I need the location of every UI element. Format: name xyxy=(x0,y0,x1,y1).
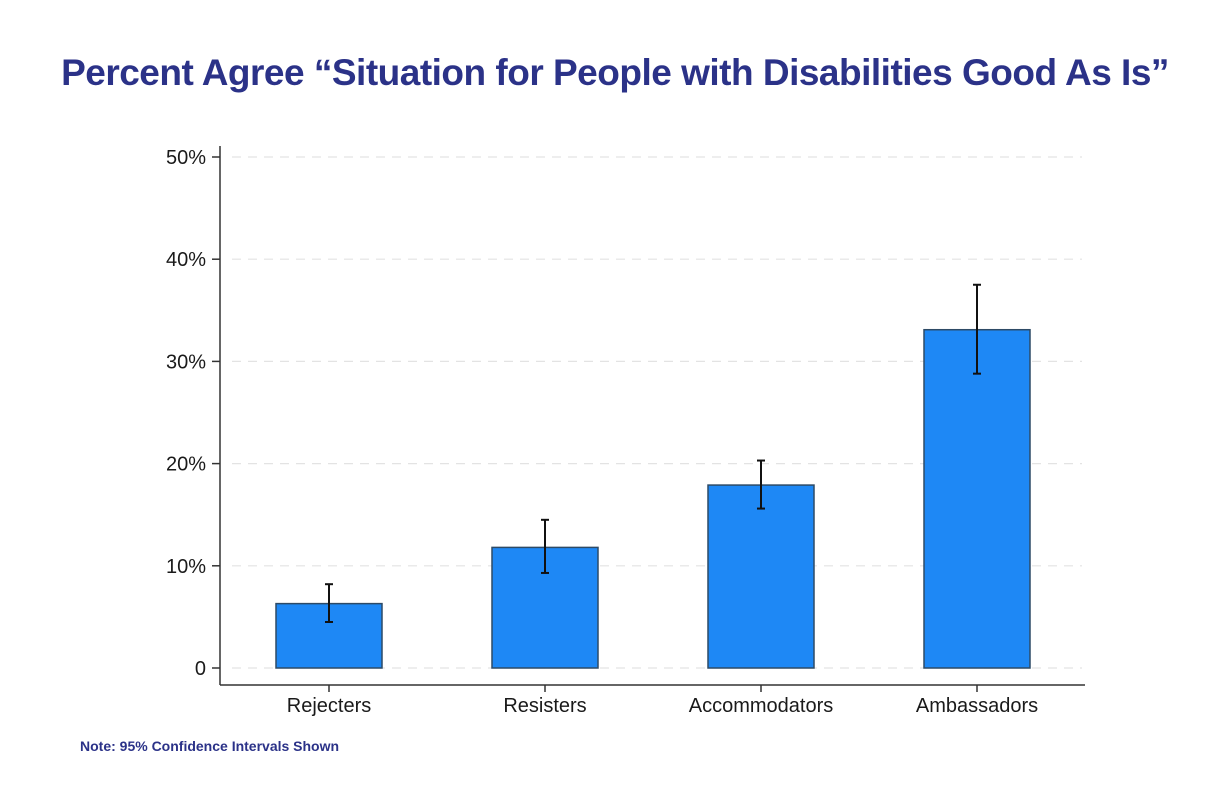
x-tick-label: Ambassadors xyxy=(916,695,1038,717)
footnote: Note: 95% Confidence Intervals Shown xyxy=(80,738,340,754)
y-tick-label: 0 xyxy=(195,658,206,680)
x-tick-label: Resisters xyxy=(503,695,586,717)
y-tick-label: 50% xyxy=(166,147,206,169)
y-tick-label: 40% xyxy=(166,249,206,271)
error-bars xyxy=(325,283,981,624)
y-tick-label: 30% xyxy=(166,351,206,373)
y-axis-ticks: 0 10% 20% 30% 40% 50% xyxy=(166,147,220,680)
x-axis-labels: Rejecters Resisters Accommodators Ambassado… xyxy=(287,685,1038,717)
x-tick-label: Rejecters xyxy=(287,695,371,717)
bars xyxy=(275,328,1031,669)
y-tick-label: 10% xyxy=(166,556,206,578)
bar xyxy=(923,328,1031,669)
y-tick-label: 20% xyxy=(166,454,206,476)
bar xyxy=(707,484,815,669)
x-tick-label: Accommodators xyxy=(689,695,834,717)
chart-title: Percent Agree “Situation for People with… xyxy=(61,52,1169,93)
